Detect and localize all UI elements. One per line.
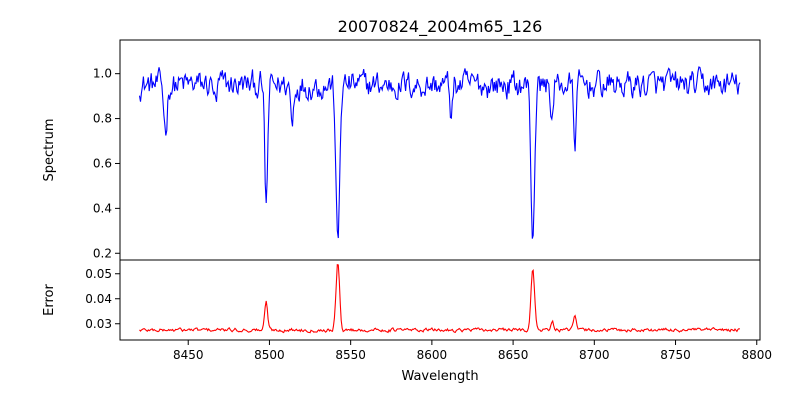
spectrum-y-tick-label: 0.8 bbox=[93, 112, 112, 126]
x-tick-label: 8650 bbox=[498, 348, 529, 362]
spectrum-y-axis-label: Spectrum bbox=[42, 119, 57, 182]
error-y-axis-label: Error bbox=[42, 284, 57, 316]
x-tick-label: 8750 bbox=[660, 348, 691, 362]
chart-title: 20070824_2004m65_126 bbox=[338, 17, 543, 37]
x-tick-label: 8700 bbox=[579, 348, 610, 362]
x-tick-label: 8550 bbox=[335, 348, 366, 362]
error-y-tick-label: 0.04 bbox=[85, 292, 112, 306]
error-y-axis: 0.03 0.04 0.05 bbox=[85, 267, 120, 331]
error-y-tick-label: 0.05 bbox=[85, 267, 112, 281]
error-line bbox=[139, 264, 741, 334]
x-tick-label: 8450 bbox=[173, 348, 204, 362]
error-plot-frame bbox=[119, 259, 761, 341]
spectrum-y-tick-label: 0.4 bbox=[93, 201, 112, 215]
spectrum-y-tick-label: 1.0 bbox=[93, 67, 112, 81]
spectrum-panel: 0.2 0.4 0.6 0.8 1.0 Spectrum bbox=[42, 39, 761, 261]
spectrum-y-axis: 0.2 0.4 0.6 0.8 1.0 bbox=[93, 67, 120, 260]
spectrum-y-tick-label: 0.2 bbox=[93, 246, 112, 260]
x-axis-label: Wavelength bbox=[401, 369, 478, 384]
x-axis: 8450 8500 8550 8600 8650 8700 8750 8800 bbox=[173, 340, 772, 362]
spectrum-line bbox=[138, 66, 741, 239]
x-tick-label: 8500 bbox=[254, 348, 285, 362]
spectrum-y-tick-label: 0.6 bbox=[93, 156, 112, 170]
error-y-tick-label: 0.03 bbox=[85, 317, 112, 331]
error-panel: 0.03 0.04 0.05 Error bbox=[42, 259, 761, 341]
x-tick-label: 8600 bbox=[417, 348, 448, 362]
x-tick-label: 8800 bbox=[741, 348, 772, 362]
spectrum-plot-frame bbox=[119, 39, 761, 261]
